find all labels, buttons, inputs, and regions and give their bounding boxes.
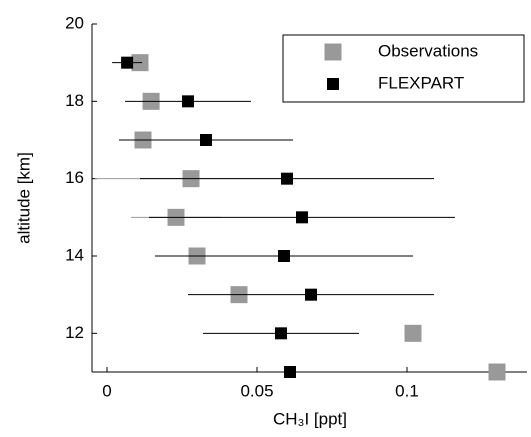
point: [296, 211, 308, 224]
legend-label: FLEXPART: [378, 73, 464, 92]
y-tick-label: 18: [65, 91, 84, 110]
x-axis-label: CH₃I [ppt]: [273, 409, 347, 428]
legend-box: [282, 34, 525, 103]
legend-swatch: [327, 78, 339, 90]
y-tick-label: 16: [65, 168, 84, 187]
x-tick-label: 0: [102, 381, 111, 400]
x-tick-label: 0.05: [240, 381, 273, 400]
legend-swatch: [324, 43, 342, 61]
point: [278, 250, 290, 262]
y-tick-label: 20: [65, 13, 84, 32]
legend-label: Observations: [378, 41, 478, 60]
y-tick-label: 12: [65, 323, 84, 342]
point: [305, 288, 317, 301]
y-axis-label: altitude [km]: [14, 152, 33, 244]
point: [488, 363, 506, 381]
x-tick-label: 0.1: [395, 381, 419, 400]
point: [281, 172, 293, 185]
point: [182, 95, 194, 108]
y-tick-label: 14: [65, 245, 84, 264]
point: [284, 366, 296, 378]
point: [404, 324, 422, 342]
point: [121, 56, 134, 69]
point: [275, 327, 287, 340]
point: [200, 134, 212, 146]
